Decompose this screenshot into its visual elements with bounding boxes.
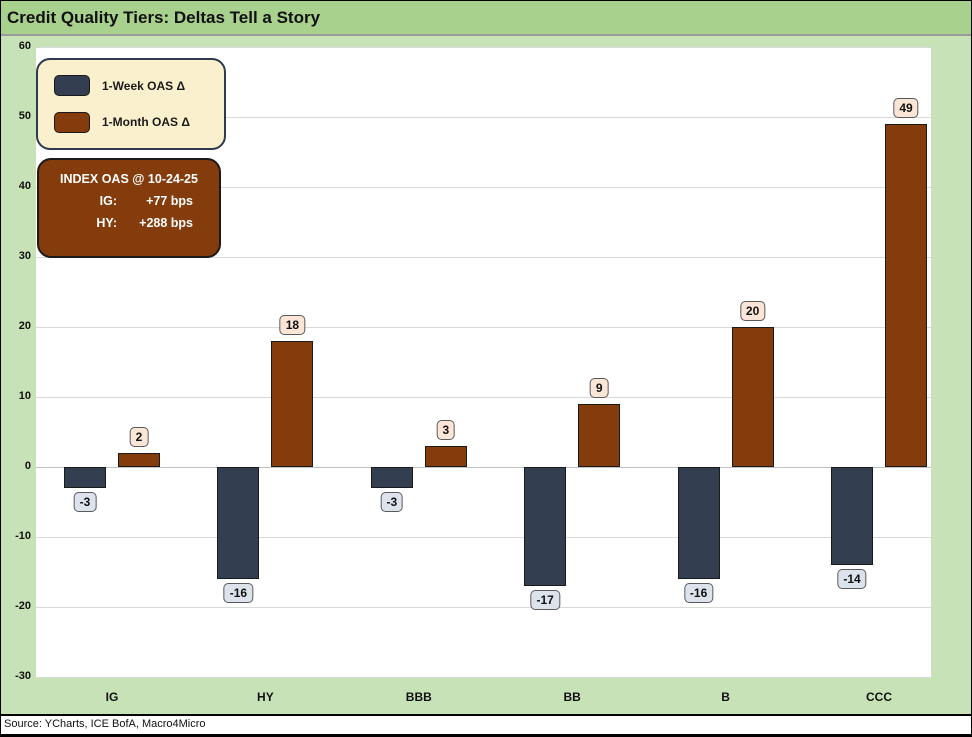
y-tick-label: 40: [18, 180, 31, 192]
y-tick-label: 50: [18, 110, 31, 122]
bar-hy-month: [271, 341, 314, 467]
y-tick-label: 60: [18, 40, 31, 52]
bar-value-label: 2: [129, 427, 149, 447]
gridline: [36, 256, 931, 258]
legend-label: 1-Week OAS Δ: [102, 78, 186, 93]
y-tick-label: 0: [24, 460, 31, 472]
info-box-rows: IG: +77 bps HY: +288 bps: [39, 194, 219, 230]
plot-area: -3 2 -16 18 -3 3 -17 9 -16 20 -14 49: [36, 46, 931, 678]
gridline: [36, 116, 931, 118]
bottom-border-bar: [1, 734, 971, 736]
bar-value-label: -17: [530, 590, 560, 610]
chart-title-bar: Credit Quality Tiers: Deltas Tell a Stor…: [1, 1, 971, 36]
x-axis-label-bbb: BBB: [405, 690, 432, 704]
bar-value-label: 9: [589, 378, 609, 398]
legend-swatch-icon: [54, 75, 90, 97]
legend-item: 1-Month OAS Δ: [54, 111, 224, 133]
bar-bb-week: [524, 467, 567, 586]
x-axis-label-b: B: [721, 690, 730, 704]
legend-item: 1-Week OAS Δ: [54, 75, 224, 97]
bar-ig-week: [64, 467, 106, 488]
gridline: [36, 676, 931, 678]
y-tick-label: 30: [18, 250, 31, 262]
info-box-row: HY: +288 bps: [39, 216, 219, 230]
x-axis-label-hy: HY: [257, 690, 274, 704]
y-tick-label: 20: [18, 320, 31, 332]
bar-bbb-month: [424, 446, 467, 467]
gridline: [36, 396, 931, 398]
chart-region: -3 2 -16 18 -3 3 -17 9 -16 20 -14 49 -30 -20 -10 0 10 20…: [1, 36, 971, 714]
gridline: [36, 46, 931, 48]
info-row-label: IG:: [99, 194, 117, 208]
legend-box: 1-Week OAS Δ 1-Month OAS Δ: [36, 58, 226, 150]
legend-swatch-icon: [54, 111, 90, 133]
chart-title: Credit Quality Tiers: Deltas Tell a Stor…: [7, 8, 321, 27]
bar-ccc-week: [831, 467, 873, 565]
legend-label: 1-Month OAS Δ: [102, 115, 190, 130]
bar-value-label: -3: [380, 492, 404, 512]
info-row-value: +77 bps: [146, 194, 193, 208]
bar-b-week: [677, 467, 720, 579]
y-tick-label: -20: [15, 600, 31, 612]
bar-hy-week: [217, 467, 260, 579]
source-text: Source: YCharts, ICE BofA, Macro4Micro: [4, 718, 206, 730]
gridline: [36, 326, 931, 328]
x-axis-label-ig: IG: [105, 690, 119, 704]
bar-bb-month: [578, 404, 621, 467]
bar-ccc-month: [885, 124, 927, 467]
x-axis-label-bb: BB: [563, 690, 581, 704]
bar-value-label: 3: [436, 420, 456, 440]
info-row-value: +288 bps: [139, 216, 193, 230]
bar-value-label: 20: [739, 301, 766, 321]
source-footer: Source: YCharts, ICE BofA, Macro4Micro: [1, 714, 971, 734]
info-row-label: HY:: [96, 216, 117, 230]
bar-bbb-week: [370, 467, 413, 488]
bar-ig-month: [118, 453, 160, 467]
bar-value-label: -16: [683, 583, 714, 603]
y-tick-label: -30: [15, 670, 31, 682]
bar-value-label: -14: [837, 569, 867, 589]
bar-value-label: 49: [893, 98, 919, 118]
bar-value-label: 18: [279, 315, 306, 335]
gridline: [36, 536, 931, 538]
y-tick-label: 10: [18, 390, 31, 402]
gridline: [36, 606, 931, 608]
info-box-title: INDEX OAS @ 10-24-25: [60, 172, 198, 186]
x-axis-label-ccc: CCC: [866, 690, 892, 704]
index-oas-info-box: INDEX OAS @ 10-24-25 IG: +77 bps HY: +288 b…: [37, 158, 221, 258]
bar-value-label: -3: [73, 492, 97, 512]
gridline: [36, 186, 931, 188]
info-box-row: IG: +77 bps: [39, 194, 219, 208]
y-tick-label: -10: [15, 530, 31, 542]
gridline: [36, 466, 931, 468]
bar-b-month: [731, 327, 774, 467]
bar-value-label: -16: [223, 583, 254, 603]
